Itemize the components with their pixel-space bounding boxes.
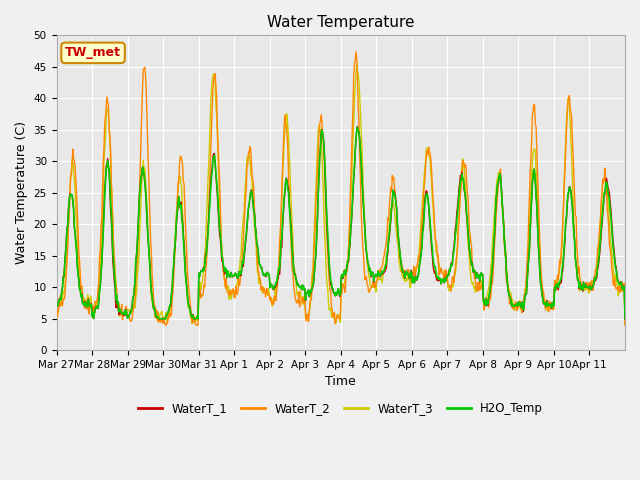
H2O_Temp [225, 271, 232, 277]
WaterT_1 [253, 239, 260, 244]
WaterT_1 [90, 316, 97, 322]
WaterT_3 [120, 312, 127, 317]
Line: H2O_Temp: H2O_Temp [56, 127, 625, 319]
WaterT_1 [225, 272, 232, 277]
WaterT_2 [275, 271, 282, 277]
WaterT_1 [354, 124, 362, 130]
WaterT_1 [120, 312, 128, 318]
H2O_Temp [52, 302, 60, 308]
WaterT_2 [352, 49, 360, 55]
WaterT_2 [162, 322, 170, 328]
WaterT_1 [401, 276, 409, 281]
H2O_Temp [433, 274, 440, 279]
Text: TW_met: TW_met [65, 47, 121, 60]
H2O_Temp [621, 316, 629, 322]
WaterT_2 [621, 322, 629, 328]
WaterT_1 [275, 276, 282, 281]
WaterT_2 [401, 267, 409, 273]
X-axis label: Time: Time [325, 375, 356, 388]
Line: WaterT_1: WaterT_1 [56, 127, 625, 319]
WaterT_1 [433, 277, 440, 283]
WaterT_3 [273, 273, 281, 279]
WaterT_3 [353, 61, 360, 67]
Line: WaterT_3: WaterT_3 [56, 64, 625, 325]
WaterT_2 [225, 290, 232, 296]
WaterT_3 [621, 322, 629, 328]
WaterT_3 [400, 277, 408, 283]
Legend: WaterT_1, WaterT_2, WaterT_3, H2O_Temp: WaterT_1, WaterT_2, WaterT_3, H2O_Temp [134, 397, 548, 420]
H2O_Temp [253, 239, 260, 244]
H2O_Temp [401, 275, 409, 281]
WaterT_2 [120, 311, 127, 316]
WaterT_2 [433, 241, 440, 247]
H2O_Temp [354, 124, 362, 130]
WaterT_3 [224, 286, 232, 291]
WaterT_3 [52, 298, 60, 304]
WaterT_3 [252, 238, 260, 244]
WaterT_2 [253, 243, 260, 249]
Y-axis label: Water Temperature (C): Water Temperature (C) [15, 121, 28, 264]
Line: WaterT_2: WaterT_2 [56, 52, 625, 325]
Title: Water Temperature: Water Temperature [267, 15, 415, 30]
H2O_Temp [120, 310, 127, 316]
H2O_Temp [155, 316, 163, 322]
WaterT_1 [621, 316, 629, 322]
WaterT_3 [432, 249, 440, 255]
WaterT_1 [52, 302, 60, 308]
WaterT_2 [52, 304, 60, 310]
H2O_Temp [275, 272, 282, 277]
